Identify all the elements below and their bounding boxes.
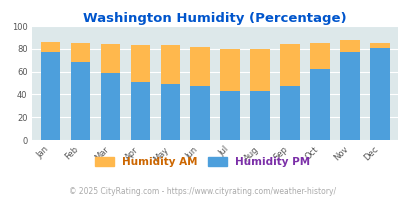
Bar xyxy=(369,43,389,48)
Bar xyxy=(339,40,359,52)
Bar xyxy=(130,82,150,140)
Bar xyxy=(250,49,269,91)
Legend: Humidity AM, Humidity PM: Humidity AM, Humidity PM xyxy=(91,153,314,172)
Bar xyxy=(100,44,120,73)
Bar xyxy=(369,48,389,140)
Bar xyxy=(100,73,120,140)
Bar xyxy=(160,84,179,140)
Bar xyxy=(70,43,90,62)
Bar xyxy=(190,47,209,86)
Bar xyxy=(279,44,299,86)
Title: Washington Humidity (Percentage): Washington Humidity (Percentage) xyxy=(83,12,346,25)
Bar xyxy=(279,86,299,140)
Text: © 2025 CityRating.com - https://www.cityrating.com/weather-history/: © 2025 CityRating.com - https://www.city… xyxy=(69,187,336,196)
Bar xyxy=(220,91,239,140)
Bar xyxy=(40,52,60,140)
Bar xyxy=(70,62,90,140)
Bar xyxy=(40,42,60,52)
Bar xyxy=(160,45,179,84)
Bar xyxy=(339,52,359,140)
Bar xyxy=(250,91,269,140)
Bar xyxy=(190,86,209,140)
Bar xyxy=(220,49,239,91)
Bar xyxy=(309,69,329,140)
Bar xyxy=(309,43,329,69)
Bar xyxy=(130,45,150,82)
